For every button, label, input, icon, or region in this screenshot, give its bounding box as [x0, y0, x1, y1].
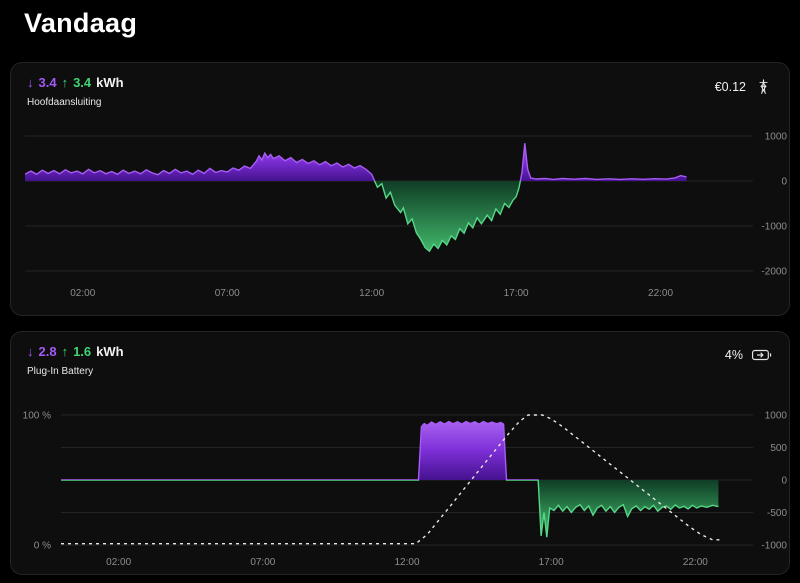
cost-value: €0.12 — [714, 79, 746, 94]
svg-text:22:00: 22:00 — [683, 557, 708, 568]
pylon-icon — [754, 77, 773, 96]
svg-text:07:00: 07:00 — [215, 288, 240, 299]
card-subtitle: Hoofdaansluiting — [27, 97, 102, 108]
battery-icon — [751, 346, 773, 364]
export-arrow-icon: ↑ — [61, 344, 69, 359]
svg-text:500: 500 — [770, 443, 787, 454]
card-hoofdaansluiting[interactable]: ↓ 3.4 ↑ 3.4 kWh Hoofdaansluiting €0.12 1… — [10, 62, 790, 316]
card-plug-in-battery[interactable]: ↓ 2.8 ↑ 1.6 kWh Plug-In Battery 4% 1000 5… — [10, 331, 790, 575]
unit-label: kWh — [96, 344, 124, 359]
export-total: 3.4 — [73, 75, 92, 90]
import-total: 3.4 — [38, 75, 57, 90]
svg-text:02:00: 02:00 — [106, 557, 131, 568]
svg-text:0: 0 — [781, 177, 787, 188]
svg-text:02:00: 02:00 — [70, 288, 95, 299]
svg-text:-500: -500 — [767, 508, 787, 519]
svg-text:-1000: -1000 — [761, 222, 787, 233]
export-arrow-icon: ↑ — [61, 75, 69, 90]
soc-value: 4% — [724, 348, 743, 362]
soc-badge: 4% — [725, 344, 773, 364]
svg-text:1000: 1000 — [765, 411, 788, 422]
battery-chart[interactable]: 1000 500 0 -500 -1000 100 % 0 % 02:00 07:00 12:00… — [11, 403, 789, 573]
card-subtitle: Plug-In Battery — [27, 366, 94, 377]
svg-text:12:00: 12:00 — [359, 288, 384, 299]
main-connection-chart[interactable]: 1000 0 -1000 -2000 02:00 07:00 12:00 17:00 22:00 — [11, 124, 789, 302]
import-arrow-icon: ↓ — [27, 344, 34, 359]
svg-text:22:00: 22:00 — [648, 288, 673, 299]
svg-text:17:00: 17:00 — [504, 288, 529, 299]
unit-label: kWh — [96, 75, 124, 90]
svg-text:1000: 1000 — [765, 132, 788, 143]
export-total: 1.6 — [73, 344, 92, 359]
card-header: ↓ 3.4 ↑ 3.4 kWh Hoofdaansluiting €0.12 — [11, 63, 789, 108]
page-title: Vandaag — [24, 8, 138, 38]
svg-text:07:00: 07:00 — [250, 557, 275, 568]
svg-text:100 %: 100 % — [23, 411, 51, 422]
energy-totals: ↓ 3.4 ↑ 3.4 kWh — [27, 75, 124, 90]
svg-text:0: 0 — [781, 476, 787, 487]
import-arrow-icon: ↓ — [27, 75, 34, 90]
svg-text:-2000: -2000 — [761, 267, 787, 278]
import-total: 2.8 — [38, 344, 57, 359]
energy-totals: ↓ 2.8 ↑ 1.6 kWh — [27, 344, 124, 359]
svg-text:-1000: -1000 — [761, 541, 787, 552]
cost-badge: €0.12 — [715, 75, 773, 96]
svg-text:12:00: 12:00 — [394, 557, 419, 568]
card-header: ↓ 2.8 ↑ 1.6 kWh Plug-In Battery 4% — [11, 332, 789, 377]
svg-text:0 %: 0 % — [34, 541, 51, 552]
svg-text:17:00: 17:00 — [539, 557, 564, 568]
